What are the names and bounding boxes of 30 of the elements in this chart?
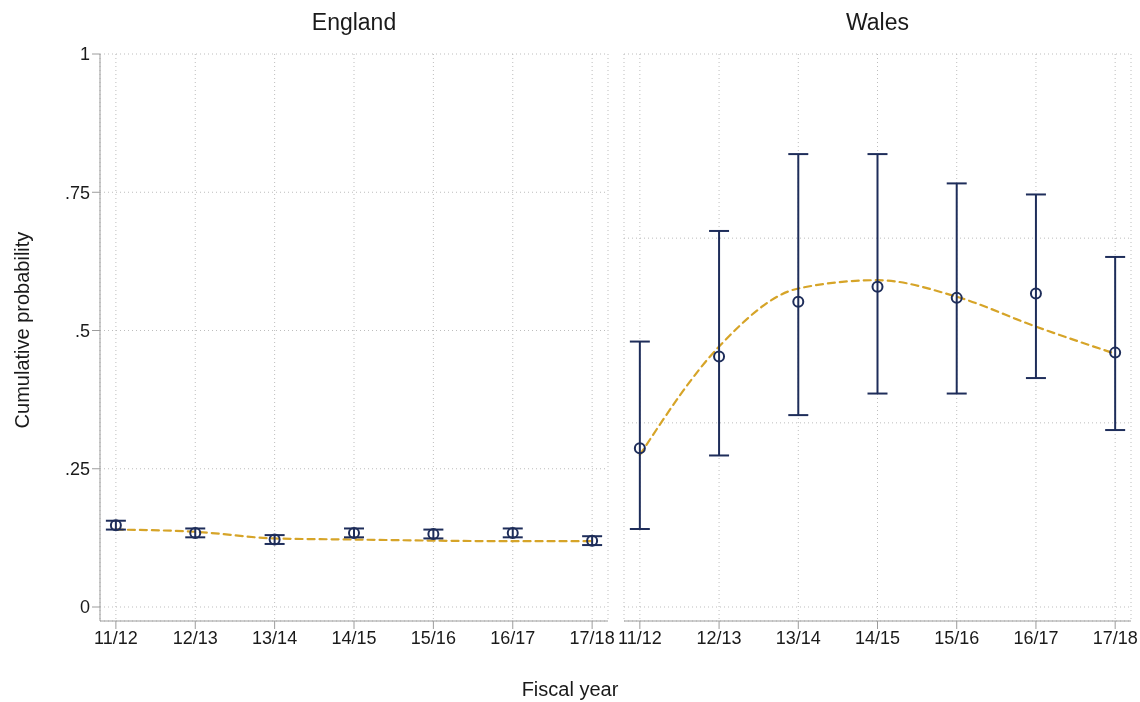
point: [713, 350, 726, 363]
x-tick-label: 12/13: [696, 627, 742, 648]
y-tick-label: .75: [64, 182, 90, 203]
y-tick-label: 0: [79, 597, 90, 618]
x-axis-title: Fiscal year: [521, 677, 619, 701]
x-tick-label: 11/12: [94, 627, 138, 648]
y-tick-label: .5: [74, 320, 90, 341]
x-tick-label: 13/14: [775, 627, 821, 648]
x-tick-label: 13/14: [252, 627, 298, 648]
point: [871, 280, 884, 293]
y-tick-label: .25: [64, 459, 90, 480]
x-tick-label: 17/18: [569, 627, 615, 648]
chart-title: Wales: [845, 9, 910, 36]
point: [1029, 287, 1042, 300]
x-tick-label: 17/18: [1092, 627, 1138, 648]
point: [1109, 346, 1122, 359]
x-tick-label: 12/13: [172, 627, 218, 648]
x-tick-label: 14/15: [854, 627, 901, 648]
x-tick-label: 16/17: [1013, 627, 1059, 648]
y-tick-label: 1: [79, 44, 90, 65]
x-tick-label: 16/17: [490, 627, 536, 648]
x-tick-label: 15/16: [934, 627, 980, 648]
point: [633, 442, 646, 455]
x-tick-label: 11/12: [617, 627, 662, 648]
y-axis-title: Cumulative probability: [10, 231, 34, 429]
chart-title: England: [311, 9, 397, 36]
point: [792, 295, 805, 308]
x-tick-label: 14/15: [331, 627, 377, 648]
point: [950, 291, 963, 304]
x-tick-label: 15/16: [410, 627, 456, 648]
